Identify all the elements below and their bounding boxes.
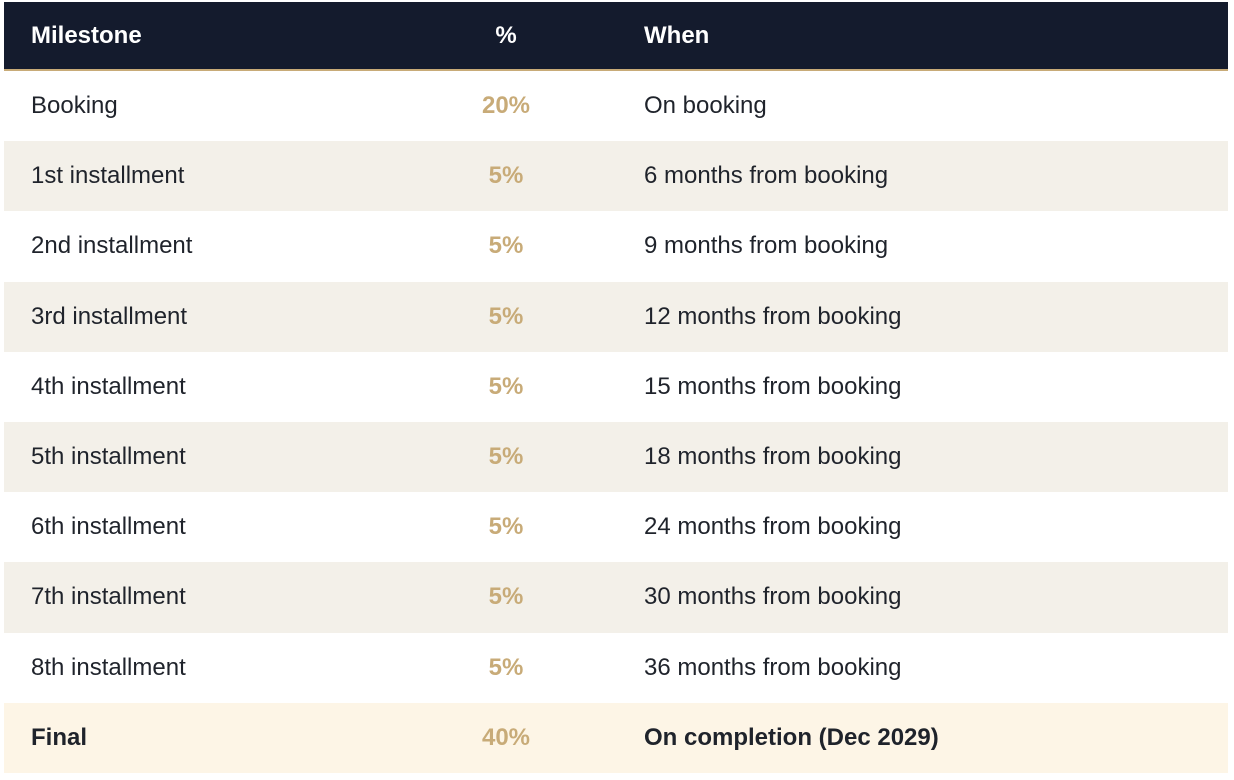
- milestone-cell: 6th installment: [31, 513, 186, 541]
- percent-cell: 20%: [481, 92, 531, 120]
- header-cell: Milestone: [31, 21, 142, 49]
- header-cell: %: [495, 21, 517, 49]
- percent-cell: 5%: [488, 162, 524, 190]
- milestone-cell: 5th installment: [31, 443, 186, 471]
- percent-cell: 5%: [488, 653, 524, 681]
- milestone-cell: 3rd installment: [31, 302, 188, 330]
- milestone-cell: 2nd installment: [31, 232, 193, 260]
- table-row: Final 40% On completion (Dec 2029): [4, 702, 1228, 773]
- table-header: Milestone % When: [4, 2, 1228, 71]
- percent-cell: 5%: [488, 443, 524, 471]
- percent-cell: 40%: [481, 723, 531, 751]
- when-cell: On completion (Dec 2029): [644, 723, 939, 751]
- percent-cell: 5%: [488, 302, 524, 330]
- percent-cell: 5%: [488, 232, 524, 260]
- milestone-cell: Final: [31, 723, 88, 751]
- when-cell: 9 months from booking: [644, 232, 889, 260]
- table-row: 2nd installment 5% 9 months from booking: [4, 211, 1228, 281]
- milestone-cell: 4th installment: [31, 372, 186, 400]
- milestone-cell: 7th installment: [31, 583, 186, 611]
- when-cell: 18 months from booking: [644, 443, 902, 471]
- header-cell: When: [644, 21, 710, 49]
- when-cell: On booking: [644, 92, 767, 120]
- table-row: 5th installment 5% 18 months from booking: [4, 421, 1228, 493]
- when-cell: 15 months from booking: [644, 372, 902, 400]
- payment-table: Milestone % When Booking 20% On booking 1st…: [4, 2, 1228, 773]
- table-row: 8th installment 5% 36 months from booking: [4, 633, 1228, 703]
- when-cell: 6 months from booking: [644, 162, 889, 190]
- table-row: 4th installment 5% 15 months from booking: [4, 352, 1228, 422]
- table-row: 7th installment 5% 30 months from booking: [4, 562, 1228, 633]
- when-cell: 24 months from booking: [644, 513, 902, 541]
- percent-cell: 5%: [488, 372, 524, 400]
- percent-cell: 5%: [488, 583, 524, 611]
- when-cell: 36 months from booking: [644, 653, 902, 681]
- milestone-cell: Booking: [31, 92, 118, 120]
- table-row: Booking 20% On booking: [4, 71, 1228, 141]
- milestone-cell: 8th installment: [31, 653, 186, 681]
- table-row: 3rd installment 5% 12 months from booking: [4, 281, 1228, 352]
- table-row: 6th installment 5% 24 months from booking: [4, 492, 1228, 562]
- when-cell: 30 months from booking: [644, 583, 902, 611]
- percent-cell: 5%: [488, 513, 524, 541]
- when-cell: 12 months from booking: [644, 302, 902, 330]
- milestone-cell: 1st installment: [31, 162, 185, 190]
- table-row: 1st installment 5% 6 months from booking: [4, 141, 1228, 212]
